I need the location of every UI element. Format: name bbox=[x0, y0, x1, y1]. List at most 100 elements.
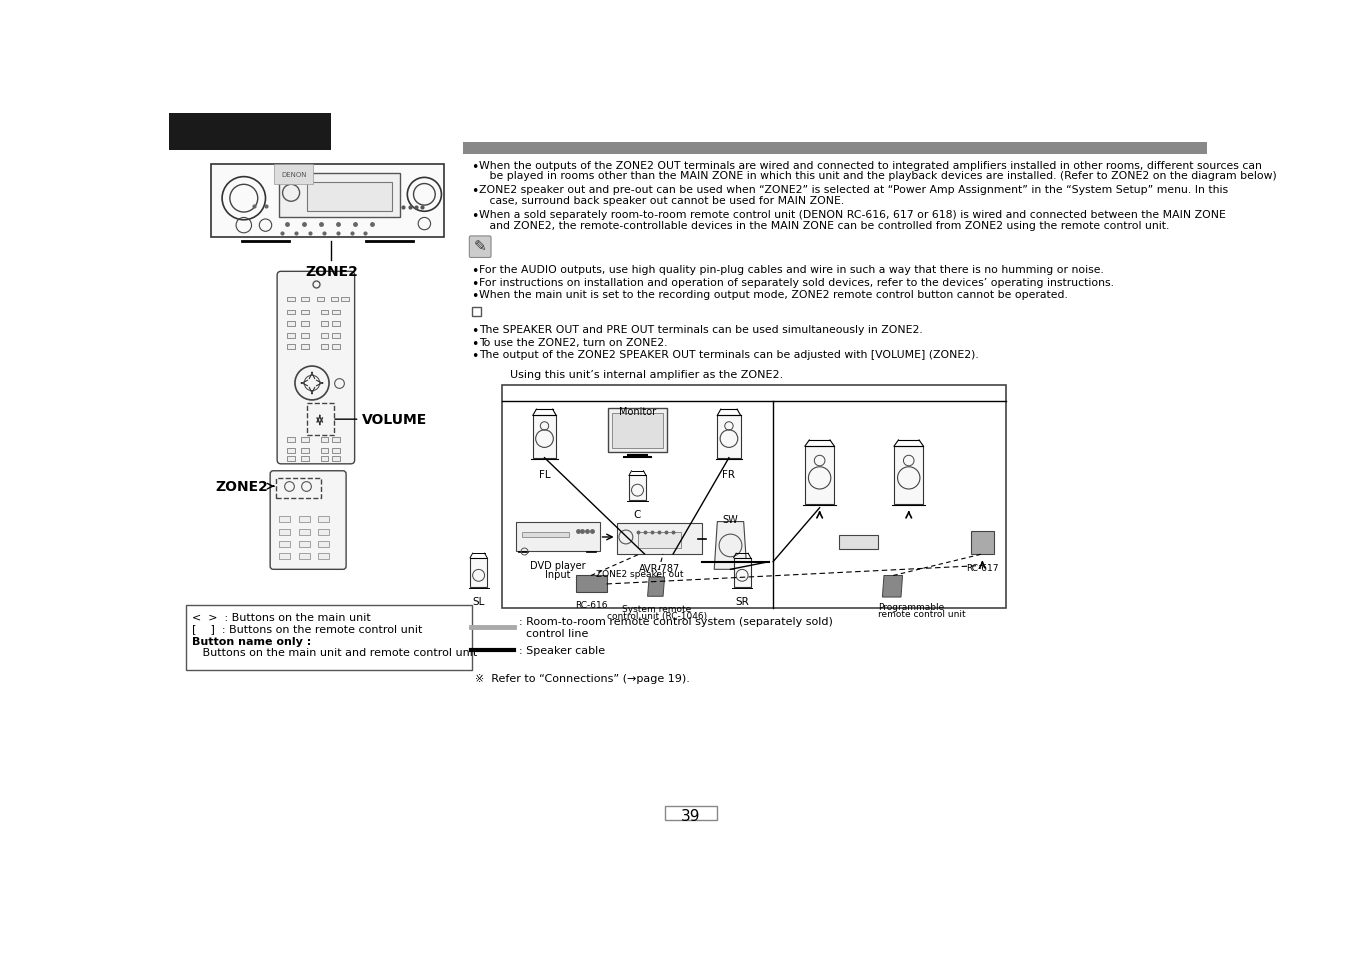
Text: System remote: System remote bbox=[622, 604, 692, 614]
Bar bbox=[638, 533, 681, 548]
Text: DENON: DENON bbox=[281, 172, 306, 178]
Text: •: • bbox=[471, 290, 479, 303]
Bar bbox=[576, 576, 607, 593]
Bar bbox=[287, 297, 295, 302]
Bar bbox=[894, 447, 924, 504]
Bar bbox=[301, 311, 309, 315]
Bar bbox=[515, 522, 599, 551]
Bar bbox=[186, 605, 472, 671]
Text: RC-617: RC-617 bbox=[966, 563, 998, 573]
Text: SL: SL bbox=[472, 597, 484, 607]
Bar bbox=[299, 554, 310, 559]
Text: When a sold separately room-to-room remote control unit (DENON RC-616, 617 or 61: When a sold separately room-to-room remo… bbox=[479, 210, 1225, 220]
Text: Monitor: Monitor bbox=[619, 407, 656, 416]
Bar bbox=[332, 456, 340, 461]
Text: 39: 39 bbox=[681, 808, 700, 823]
Text: FL: FL bbox=[538, 470, 550, 479]
Bar bbox=[318, 517, 329, 523]
Text: The output of the ZONE2 SPEAKER OUT terminals can be adjusted with [VOLUME] (ZON: The output of the ZONE2 SPEAKER OUT term… bbox=[479, 350, 978, 359]
Bar bbox=[169, 114, 332, 152]
Text: ZONE2: ZONE2 bbox=[305, 264, 357, 278]
Bar bbox=[279, 173, 399, 218]
Bar bbox=[301, 322, 309, 327]
Bar bbox=[616, 523, 701, 555]
Text: Programmable: Programmable bbox=[878, 603, 944, 612]
Bar bbox=[301, 334, 309, 338]
Bar bbox=[301, 297, 309, 302]
Bar bbox=[629, 476, 646, 500]
Text: RC-616: RC-616 bbox=[575, 600, 607, 610]
Bar bbox=[718, 416, 741, 458]
Bar bbox=[332, 311, 340, 315]
Text: be played in rooms other than the MAIN ZONE in which this unit and the playback : be played in rooms other than the MAIN Z… bbox=[479, 172, 1276, 181]
Text: : Room-to-room remote control system (separately sold)
  control line: : Room-to-room remote control system (se… bbox=[519, 617, 832, 639]
Text: Input: Input bbox=[545, 570, 571, 579]
Text: ※  Refer to “Connections” (→page 19).: ※ Refer to “Connections” (→page 19). bbox=[475, 674, 689, 683]
Text: When the main unit is set to the recording output mode, ZONE2 remote control but: When the main unit is set to the recordi… bbox=[479, 290, 1067, 300]
Text: When the outputs of the ZONE2 OUT terminals are wired and connected to integrate: When the outputs of the ZONE2 OUT termin… bbox=[479, 160, 1261, 171]
Text: DVD player: DVD player bbox=[530, 560, 585, 571]
Bar bbox=[971, 531, 994, 555]
Bar bbox=[287, 449, 295, 454]
Bar bbox=[321, 322, 328, 327]
Text: •: • bbox=[471, 160, 479, 173]
Bar bbox=[332, 334, 340, 338]
Text: and ZONE2, the remote-controllable devices in the MAIN ZONE can be controlled fr: and ZONE2, the remote-controllable devic… bbox=[479, 220, 1170, 231]
Bar bbox=[299, 529, 310, 535]
Text: : Speaker cable: : Speaker cable bbox=[519, 645, 606, 656]
Text: SW: SW bbox=[723, 515, 738, 524]
Bar bbox=[321, 456, 328, 461]
Text: <  >  : Buttons on the main unit: < > : Buttons on the main unit bbox=[192, 613, 371, 623]
Text: ZONE2 speaker out and pre-out can be used when “ZONE2” is selected at “Power Amp: ZONE2 speaker out and pre-out can be use… bbox=[479, 185, 1228, 195]
Text: VOLUME: VOLUME bbox=[335, 413, 428, 427]
Text: AVR-787: AVR-787 bbox=[638, 563, 680, 574]
Text: SR: SR bbox=[735, 597, 749, 607]
Bar bbox=[279, 554, 290, 559]
Bar bbox=[301, 437, 309, 442]
Bar bbox=[805, 447, 834, 504]
Text: remote control unit: remote control unit bbox=[878, 610, 966, 618]
Text: ZONE2: ZONE2 bbox=[214, 479, 274, 494]
Bar bbox=[318, 529, 329, 535]
Text: For instructions on installation and operation of separately sold devices, refer: For instructions on installation and ope… bbox=[479, 277, 1114, 288]
Bar bbox=[279, 541, 290, 547]
FancyBboxPatch shape bbox=[270, 472, 347, 570]
Text: •: • bbox=[471, 210, 479, 223]
Bar bbox=[318, 541, 329, 547]
Bar bbox=[287, 311, 295, 315]
Text: Buttons on the main unit and remote control unit: Buttons on the main unit and remote cont… bbox=[192, 647, 478, 658]
Bar bbox=[301, 345, 309, 350]
Bar bbox=[608, 408, 666, 453]
Bar bbox=[318, 554, 329, 559]
Text: •: • bbox=[471, 350, 479, 363]
Bar bbox=[321, 449, 328, 454]
Bar bbox=[321, 334, 328, 338]
Bar bbox=[734, 558, 750, 587]
Bar bbox=[321, 311, 328, 315]
Bar bbox=[533, 416, 556, 458]
Polygon shape bbox=[714, 522, 747, 570]
Bar bbox=[279, 517, 290, 523]
Bar bbox=[287, 334, 295, 338]
Text: ✎: ✎ bbox=[473, 239, 487, 254]
Text: FR: FR bbox=[723, 470, 735, 479]
Bar bbox=[332, 345, 340, 350]
Text: •: • bbox=[471, 277, 479, 291]
Text: C: C bbox=[634, 510, 641, 519]
Bar bbox=[299, 517, 310, 523]
Bar bbox=[469, 558, 487, 587]
Text: •: • bbox=[471, 337, 479, 351]
Bar bbox=[287, 345, 295, 350]
Bar bbox=[321, 437, 328, 442]
Bar bbox=[611, 414, 664, 449]
Text: •: • bbox=[471, 265, 479, 278]
Text: For the AUDIO outputs, use high quality pin-plug cables and wire in such a way t: For the AUDIO outputs, use high quality … bbox=[479, 265, 1103, 275]
Bar bbox=[301, 456, 309, 461]
Text: •: • bbox=[471, 325, 479, 338]
Bar bbox=[317, 297, 324, 302]
Bar bbox=[472, 308, 482, 316]
Text: Button name only :: Button name only : bbox=[192, 636, 312, 646]
Bar bbox=[306, 183, 391, 213]
Bar bbox=[341, 297, 349, 302]
Bar bbox=[331, 297, 339, 302]
